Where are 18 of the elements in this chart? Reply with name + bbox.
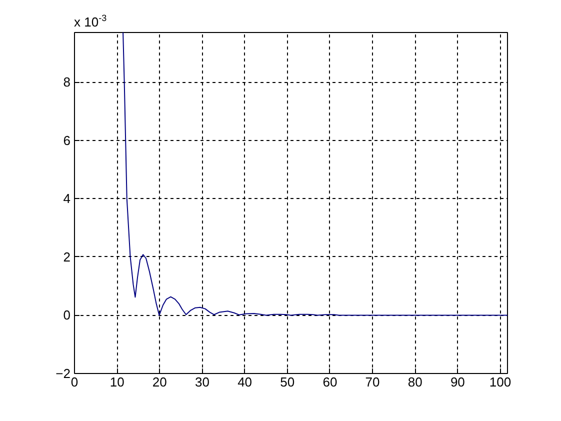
x-tick-label: 90	[450, 374, 465, 390]
x-tick-label: 40	[238, 374, 252, 390]
x-tick-label: 50	[280, 374, 295, 390]
x-tick-label: 20	[152, 374, 167, 390]
x-tick-label: 100	[489, 374, 512, 390]
text: x 10$^{-3}$	[74, 12, 107, 32]
y-tick-label: 4	[63, 191, 71, 206]
x-tick-label: 60	[322, 374, 338, 390]
y-tick-label: 2	[63, 249, 71, 264]
line-series	[122, 32, 508, 316]
x-tick-label: 70	[365, 374, 380, 390]
y-tick-label: 0	[63, 308, 71, 323]
y-tick-label: 6	[63, 132, 71, 148]
x-tick-label: 30	[195, 374, 210, 390]
y-tick-label: 8	[63, 74, 71, 90]
x-tick-label: 80	[408, 374, 422, 390]
y-tick-label: −2	[56, 366, 71, 381]
x-tick-label: 10	[110, 374, 124, 390]
